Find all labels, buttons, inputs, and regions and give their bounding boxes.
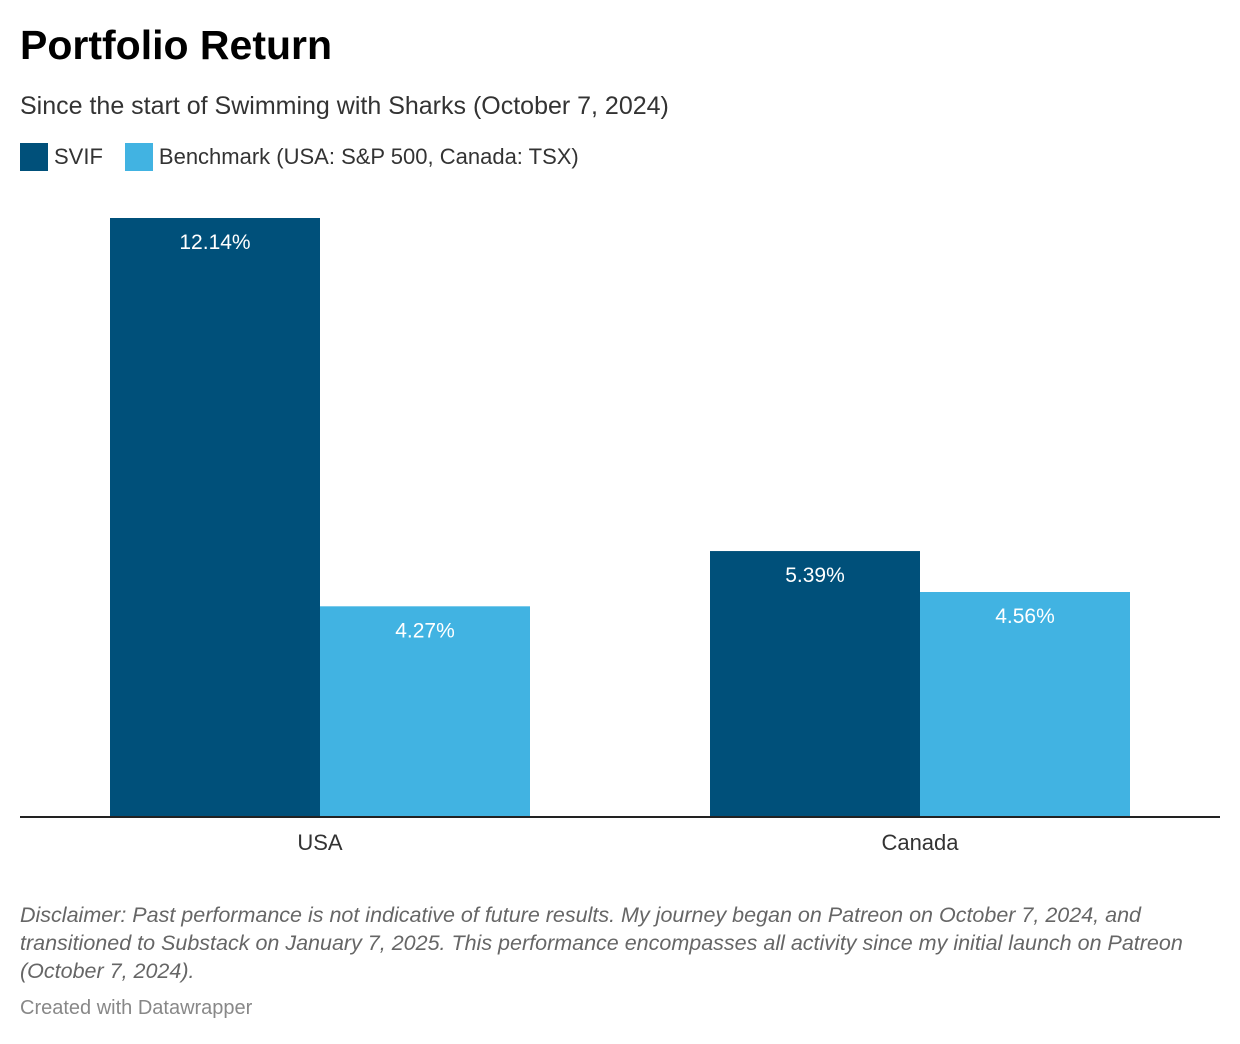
chart-title: Portfolio Return [20,22,333,68]
legend-swatch-svif [20,143,48,171]
credit-line: Created with Datawrapper [20,997,253,1019]
bar-value-label: 12.14% [179,231,250,254]
bar-usa-benchmark [320,606,530,817]
legend-swatch-benchmark [124,143,153,171]
legend: SVIF Benchmark (USA: S&P 500, Canada: TS… [20,143,601,171]
bar-value-label: 5.39% [785,564,845,587]
legend-label-svif: SVIF [54,144,103,169]
bar-usa-svif [110,218,320,817]
bar-canada-benchmark [920,592,1130,817]
category-label-canada: Canada [881,830,959,855]
category-label-usa: USA [297,830,343,855]
legend-label-benchmark: Benchmark (USA: S&P 500, Canada: TSX) [158,144,579,169]
legend-item-benchmark: Benchmark (USA: S&P 500, Canada: TSX) [124,143,579,171]
disclaimer-note: Disclaimer: Past performance is not indi… [20,903,1183,983]
chart-subtitle: Since the start of Swimming with Sharks … [20,92,669,120]
bar-value-label: 4.27% [395,619,455,642]
bar-canada-svif [710,551,920,817]
bar-chart: 12.14% 4.27% USA 5.39% 4.56% Canada [20,218,1220,855]
legend-item-svif: SVIF [20,143,103,171]
bar-value-label: 4.56% [995,605,1055,628]
